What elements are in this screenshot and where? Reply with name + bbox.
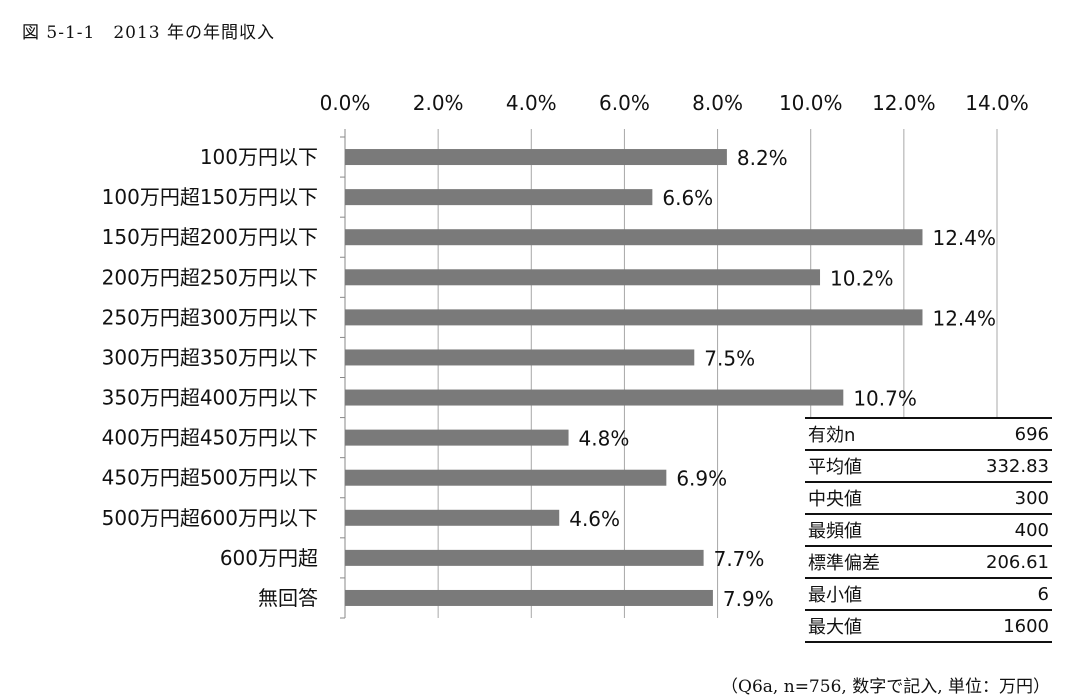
stats-value: 1600 bbox=[936, 610, 1052, 643]
category-label: 150万円超200万円以下 bbox=[102, 225, 318, 249]
x-tick-label: 4.0% bbox=[506, 91, 557, 115]
category-label: 600万円超 bbox=[220, 546, 318, 570]
bar bbox=[345, 549, 704, 566]
data-label: 10.2% bbox=[830, 266, 894, 290]
stats-label: 有効n bbox=[805, 417, 937, 451]
stats-label: 最大値 bbox=[805, 610, 937, 643]
stats-value: 206.61 bbox=[936, 546, 1052, 579]
stats-label: 標準偏差 bbox=[805, 546, 937, 579]
bar bbox=[345, 389, 844, 406]
bar bbox=[345, 469, 667, 486]
bar bbox=[345, 189, 653, 206]
category-label: 400万円超450万円以下 bbox=[102, 426, 318, 450]
stats-value: 696 bbox=[936, 417, 1052, 451]
bar bbox=[345, 309, 923, 326]
category-label: 250万円超300万円以下 bbox=[102, 305, 318, 329]
category-label: 200万円超250万円以下 bbox=[102, 265, 318, 289]
stats-row: 最頻値 400 bbox=[805, 514, 1052, 547]
stats-row: 中央値 300 bbox=[805, 482, 1052, 515]
bar bbox=[345, 589, 713, 606]
data-label: 6.6% bbox=[662, 186, 713, 210]
stats-label: 最頻値 bbox=[805, 514, 937, 547]
category-label: 300万円超350万円以下 bbox=[102, 345, 318, 369]
data-label: 7.5% bbox=[704, 346, 755, 370]
x-tick-label: 2.0% bbox=[413, 91, 464, 115]
stats-row: 最小値 6 bbox=[805, 578, 1052, 611]
bar bbox=[345, 149, 727, 166]
category-label: 無回答 bbox=[258, 586, 318, 610]
bar bbox=[345, 349, 695, 366]
data-label: 8.2% bbox=[737, 146, 788, 170]
stats-value: 400 bbox=[936, 514, 1052, 547]
x-tick-label: 10.0% bbox=[779, 91, 843, 115]
bar bbox=[345, 269, 821, 286]
statistics-table: 有効n 696 平均値 332.83 中央値 300 最頻値 400 標準偏差 … bbox=[805, 417, 1052, 643]
category-label: 100万円以下 bbox=[200, 145, 318, 169]
stats-value: 332.83 bbox=[936, 450, 1052, 483]
category-label: 500万円超600万円以下 bbox=[102, 506, 318, 530]
data-label: 4.6% bbox=[569, 507, 620, 531]
bar bbox=[345, 509, 560, 526]
stats-row: 標準偏差 206.61 bbox=[805, 546, 1052, 579]
stats-value: 300 bbox=[936, 482, 1052, 515]
data-label: 12.4% bbox=[932, 226, 996, 250]
bar bbox=[345, 429, 569, 446]
data-label: 12.4% bbox=[932, 306, 996, 330]
stats-row: 平均値 332.83 bbox=[805, 450, 1052, 483]
category-label: 450万円超500万円以下 bbox=[102, 466, 318, 490]
stats-row: 最大値 1600 bbox=[805, 610, 1052, 643]
stats-label: 中央値 bbox=[805, 482, 937, 515]
x-tick-label: 0.0% bbox=[320, 91, 371, 115]
stats-row: 有効n 696 bbox=[805, 417, 1052, 451]
data-label: 10.7% bbox=[853, 387, 917, 411]
stats-value: 6 bbox=[936, 578, 1052, 611]
category-label: 350万円超400万円以下 bbox=[102, 386, 318, 410]
figure-title: 図 5-1-1 2013 年の年間収入 bbox=[22, 23, 276, 43]
data-label: 7.9% bbox=[723, 587, 774, 611]
category-label: 100万円超150万円以下 bbox=[102, 185, 318, 209]
data-label: 4.8% bbox=[579, 427, 630, 451]
stats-label: 最小値 bbox=[805, 578, 937, 611]
stats-label: 平均値 bbox=[805, 450, 937, 483]
source-note: （Q6a, n=756, 数字で記入, 単位：万円） bbox=[721, 677, 1050, 697]
x-tick-label: 6.0% bbox=[599, 91, 650, 115]
data-label: 6.9% bbox=[676, 467, 727, 491]
bar bbox=[345, 229, 923, 246]
x-tick-label: 14.0% bbox=[965, 91, 1029, 115]
x-tick-label: 8.0% bbox=[692, 91, 743, 115]
data-label: 7.7% bbox=[714, 547, 765, 571]
x-tick-label: 12.0% bbox=[872, 91, 936, 115]
